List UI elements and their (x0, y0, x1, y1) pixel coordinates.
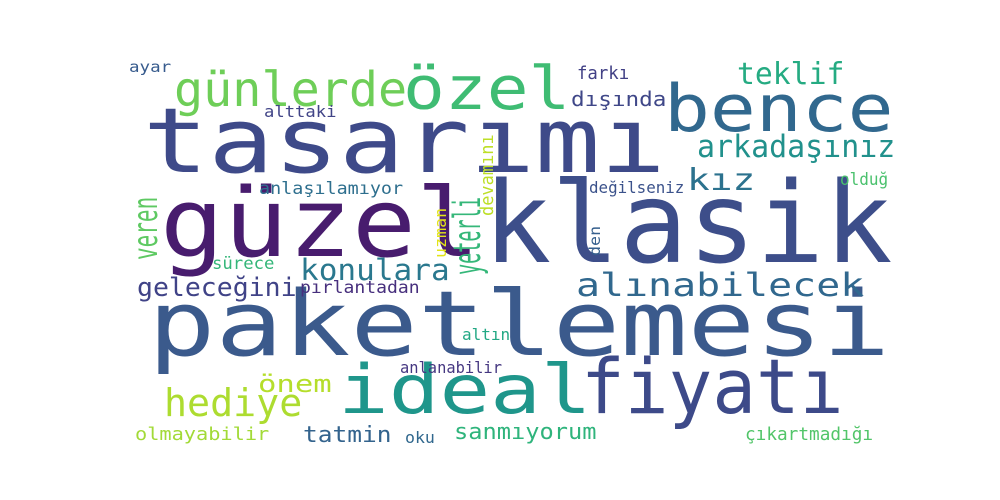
word-alttaki: alttaki (264, 102, 337, 121)
word-devamini: devamını (477, 134, 498, 216)
word-hediye: hediye (164, 381, 303, 425)
word-gunlerde: günlerde (174, 62, 408, 118)
word-sanmiyorum: sanmıyorum (454, 420, 597, 445)
word-oku: oku (405, 428, 435, 447)
word-fiyati: fiyatı (581, 342, 844, 431)
word-den: den (586, 225, 604, 256)
word-anlanabilir: anlanabilir (400, 358, 502, 377)
word-klasik: klasik (483, 159, 893, 289)
word-teklif: teklif (737, 57, 845, 92)
word-tatmin: tatmin (303, 423, 392, 448)
word-ayar: ayar (129, 58, 172, 76)
word-farki: farkı (577, 63, 630, 84)
word-oldug: olduğ (840, 170, 889, 190)
word-onem: önem (258, 370, 332, 398)
word-uzman: uzman (431, 207, 450, 258)
word-cikartmadigi: çıkartmadığı (745, 424, 874, 445)
word-guzel: güzel (160, 169, 480, 279)
word-olmayabilir: olmayabilir (135, 424, 270, 445)
word-ideal: ideal (338, 351, 592, 430)
word-kiz: kız (687, 163, 756, 198)
word-tasarimi: tasarımı (143, 89, 666, 194)
word-disinda: dışında (571, 87, 667, 111)
word-ozel: özel (403, 54, 571, 124)
word-anlasilamiyor: anlaşılamıyor (259, 179, 404, 199)
word-bence: bence (664, 72, 894, 147)
word-altin: altın (462, 325, 511, 344)
word-pirlantadan: pırlantadan (300, 278, 420, 298)
word-veren: veren (126, 196, 166, 260)
word-degilseniz: değilseniz (589, 178, 685, 197)
word-arkadasiniz: arkadaşınız (697, 129, 896, 165)
word-gelecegini: geleceğini (137, 273, 297, 303)
word-alinabilecek: alınabilecek (576, 266, 865, 304)
word-surece: sürece (212, 254, 275, 274)
word-konulara: konulara (300, 253, 450, 287)
word-paketlemesi: paketlemesi (148, 272, 891, 377)
